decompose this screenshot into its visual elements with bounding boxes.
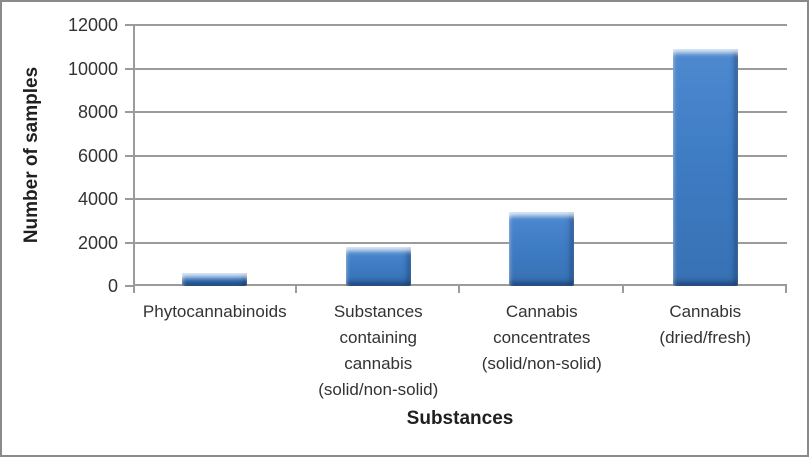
- category-label-line: (dried/fresh): [659, 328, 752, 347]
- bar-1: [345, 246, 411, 286]
- category-label-0: Phytocannabinoids: [133, 299, 297, 325]
- y-axis-tick: [125, 67, 133, 70]
- category-label-line: (solid/non-solid): [318, 380, 439, 399]
- y-gridline: [133, 111, 787, 113]
- category-label-line: Phytocannabinoids: [142, 302, 287, 321]
- x-axis-title: Substances: [406, 408, 514, 429]
- y-gridline: [133, 154, 787, 157]
- y-gridline: [133, 241, 787, 244]
- y-axis-tick-label: 12000: [67, 15, 118, 35]
- category-label-line: (solid/non-solid): [481, 354, 602, 373]
- y-axis-tick: [125, 285, 133, 287]
- x-axis-tick: [458, 286, 460, 293]
- x-axis-tick: [785, 286, 787, 293]
- x-axis-tick: [133, 286, 135, 293]
- y-axis-tick: [125, 198, 133, 200]
- category-label-line: containing: [339, 328, 417, 347]
- y-axis-tick: [125, 241, 133, 244]
- y-gridline: [133, 198, 787, 200]
- y-gridline: [133, 24, 787, 26]
- category-label-line: Substances: [333, 302, 423, 321]
- y-gridline: [133, 67, 787, 70]
- category-label-line: Cannabis: [505, 302, 578, 321]
- y-axis-tick-label: 4000: [77, 189, 118, 209]
- category-label-line: Cannabis: [669, 302, 742, 321]
- bar-0: [182, 272, 248, 286]
- y-axis-tick-label: 8000: [77, 102, 118, 122]
- bar-3: [672, 48, 738, 286]
- y-axis-tick-label: 0: [107, 276, 118, 296]
- category-label-line: cannabis: [344, 354, 413, 373]
- y-axis-tick: [125, 111, 133, 113]
- y-axis-tick: [125, 24, 133, 26]
- y-axis-tick-label: 2000: [77, 232, 118, 253]
- category-label-1: Substances containing cannabis (solid/non-s…: [297, 299, 461, 403]
- x-axis-tick: [294, 286, 297, 293]
- x-axis-tick: [621, 286, 624, 293]
- category-label-3: Cannabis (dried/fresh): [624, 299, 788, 351]
- category-label-2: Cannabis concentrates (solid/non-solid): [460, 299, 624, 377]
- y-axis-tick: [125, 154, 133, 157]
- y-axis-tick-label: 6000: [77, 145, 118, 166]
- y-axis-tick-label: 10000: [67, 58, 118, 79]
- category-label-line: concentrates: [493, 328, 591, 347]
- bar-2: [509, 212, 575, 286]
